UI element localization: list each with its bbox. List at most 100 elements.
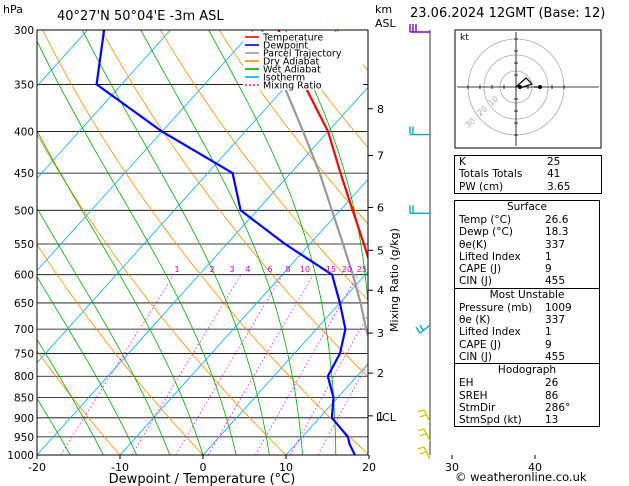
dry-adiabat [42,30,368,455]
wet-adiabat [37,397,71,455]
surface-panel: Surface Temp (°C) 26.6 Dewp (°C) 18.3 θe(K) 3… [454,200,600,289]
mixing-ratio-tick-label: 2 [209,265,214,274]
isotherm-line [119,178,368,455]
mixing-ratio-line [370,275,466,455]
hodograph-value: 286° [545,401,571,414]
surface-value: 9 [545,263,552,276]
legend-bg [243,32,363,90]
mixing-ratio-tick-label: 3 [229,265,234,274]
most-unstable-row: θe (K) 337 [455,314,599,326]
location-label: 40°27'N 50°04'E -3m ASL [57,9,224,24]
km-tick-label: 5 [377,244,384,257]
wet-adiabat [285,30,368,309]
pressure-tick-label: 900 [14,413,34,425]
mixing-ratio-tick-label: 1 [174,265,179,274]
most-unstable-label: θe (K) [459,314,491,327]
hodograph-label: StmSpd (kt) [459,414,522,427]
most-unstable-label: CIN (J) [459,350,492,363]
hodograph-row: SREH 86 [455,390,599,402]
surface-value: 1 [545,250,552,263]
hodograph-panel: Hodograph EH 26 SREH 86 StmDir 286° StmSpd (kt… [454,364,600,428]
surface-title: Surface [506,201,547,213]
mixing-ratio-tick-label: 8 [285,265,290,274]
legend-label: Parcel Trajectory [263,49,342,60]
wind-barb [415,324,431,334]
km-label: km [375,3,392,16]
index-row: PW (cm) 3.65 [455,181,601,193]
wind-barb [417,446,431,460]
wet-adiabat [37,40,237,455]
surface-row: CAPE (J) 9 [455,263,599,275]
surface-label: Temp (°C) [459,214,512,226]
most-unstable-label: CAPE (J) [459,338,502,351]
index-row: K 25 [455,156,601,168]
hodograph-title: Hodograph [497,364,557,377]
isotherm-line [37,30,337,364]
dry-adiabat [159,30,368,301]
wind-barb [417,428,431,442]
indices-panel: K 25 Totals Totals 41 PW (cm) 3.65 [454,155,602,194]
wind-barb [409,24,430,33]
legend-label: Temperature [262,33,323,44]
hodograph-value: 86 [545,389,559,402]
hodograph-value: 26 [545,377,559,390]
km-tick-label: 8 [377,103,384,116]
x-tick-label: -20 [28,461,46,474]
most-unstable-value: 455 [545,350,566,363]
pressure-tick-label: 950 [14,432,34,444]
most-unstable-title: Most Unstable [489,288,565,301]
isotherm-line [285,363,368,455]
pressure-tick-label: 650 [14,298,34,310]
mixing-ratio-tick-label: 15 [326,265,336,274]
mixing-ratio-line [175,274,284,455]
mixing-ratio-line [60,274,175,455]
pressure-tick-label: 600 [14,270,34,282]
pressure-tick-label: 800 [14,371,34,383]
index-label: Totals Totals [459,168,523,181]
stability-panels: Surface Temp (°C) 26.6 Dewp (°C) 18.3 θe(K) 3… [454,200,600,428]
hodograph-unit-label: kt [460,33,469,43]
most-unstable-row: CAPE (J) 9 [455,339,599,351]
hodograph-row: EH 26 [455,377,599,389]
pressure-tick-label: 450 [14,168,34,180]
pressure-tick-label: 350 [14,79,34,91]
index-row: Totals Totals 41 [455,168,601,180]
surface-value: 455 [545,275,566,288]
pressure-tick-label: 1000 [7,450,34,462]
pressure-tick-label: 400 [14,127,34,139]
wind-barb [417,409,431,423]
most-unstable-value: 337 [545,314,566,327]
surface-value: 337 [545,238,566,251]
isotherm-line [618,30,629,455]
asl-label: ASL [375,17,397,30]
wet-adiabat [37,338,104,455]
wet-adiabat [37,130,204,455]
legend-label: Mixing Ratio [263,81,322,92]
wet-adiabat [140,30,303,455]
x-tick-label: 40 [528,461,542,474]
plot-area [37,30,629,455]
index-value: 41 [547,168,561,181]
surface-label: CAPE (J) [459,263,502,276]
most-unstable-value: 1 [545,326,552,339]
hodograph-label: SREH [459,389,488,402]
x-tick-label: 30 [445,461,459,474]
most-unstable-label: Pressure (mb) [459,301,533,314]
dry-adiabat [277,30,368,149]
lcl-label: LCL [376,411,397,424]
most-unstable-label: Lifted Index [459,326,521,339]
dry-adiabat [101,30,368,378]
surface-row: CIN (J) 455 [455,275,599,287]
hodograph-trace [515,77,534,89]
mixing-ratio-axis-label: Mixing Ratio (g/kg) [388,228,401,332]
wet-adiabat [37,276,137,455]
wet-adiabat [208,30,337,455]
hodograph-row: StmSpd (kt) 13 [455,414,599,426]
isotherm-line [37,86,368,455]
surface-label: θe(K) [459,238,487,251]
surface-value: 18.3 [545,226,569,239]
wet-adiabat [37,207,171,455]
